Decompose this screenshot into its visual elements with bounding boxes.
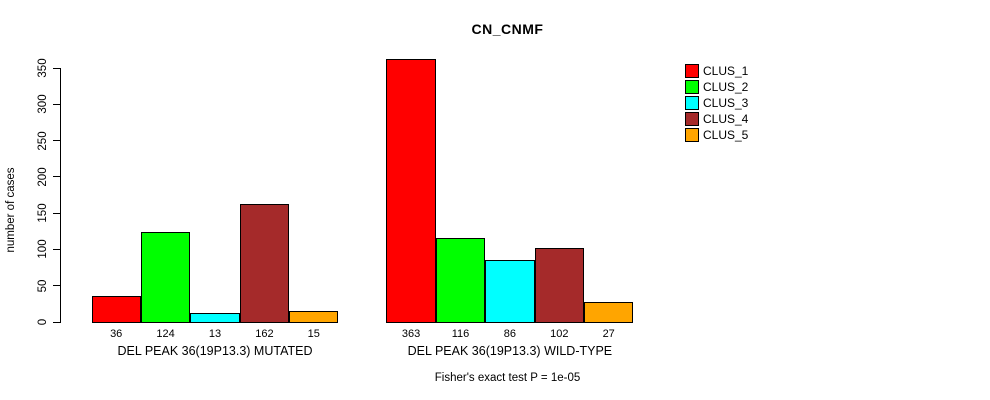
bar-value-label: 27 [602,328,615,340]
y-axis-tick [53,103,60,105]
y-axis-tick [53,140,60,142]
bar-clus_4-wildtype [534,248,584,323]
y-axis-tick-label: 200 [37,167,49,187]
y-axis-tick [53,67,60,69]
bar-value-label: 86 [503,328,517,340]
legend-label: CLUS_3 [703,96,749,110]
bar-value-label: 102 [550,328,569,340]
y-axis-tick [53,212,60,214]
legend-item: CLUS_5 [685,127,748,143]
bar-clus_3-mutated [190,313,240,323]
bar-clus_1-mutated [91,296,141,323]
legend-swatch-clus_4 [685,112,699,126]
bar-value-label: 36 [110,328,123,340]
y-axis-tick-label: 150 [37,203,49,223]
legend-item: CLUS_4 [685,111,748,127]
bar-clus_1-wildtype [386,59,436,323]
legend-swatch-clus_1 [685,64,699,78]
y-axis-tick-label: 350 [37,58,49,78]
y-axis-tick [53,285,60,287]
bar-value-label: 162 [255,328,274,340]
legend: CLUS_1 CLUS_2 CLUS_3 CLUS_4 CLUS_5 [685,63,748,143]
y-axis-tick [53,321,60,323]
bar-clus_3-wildtype [485,260,535,323]
bar-clus_2-mutated [140,232,191,323]
legend-item: CLUS_2 [685,79,748,95]
bar-value-label: 363 [401,328,421,340]
legend-swatch-clus_5 [685,128,699,142]
legend-label: CLUS_4 [703,112,749,126]
y-axis-tick-label: 0 [37,318,49,326]
fisher-test-annotation: Fisher's exact test P = 1e-05 [434,372,581,384]
legend-item: CLUS_1 [685,63,748,79]
bar-value-label: 13 [208,328,222,340]
bar-clus_5-mutated [289,311,339,323]
y-axis-tick-label: 100 [37,239,49,260]
y-axis-tick-label: 250 [37,130,49,151]
y-axis-tick-label: 300 [37,94,49,114]
legend-swatch-clus_3 [685,96,699,110]
y-axis-tick [53,176,60,178]
chart-title: CN_CNMF [471,21,544,37]
legend-label: CLUS_2 [703,80,749,94]
bar-clus_4-mutated [239,204,290,323]
x-axis-group-label: DEL PEAK 36(19P13.3) MUTATED [117,344,313,358]
bar-clus_2-wildtype [435,238,486,323]
legend-item: CLUS_3 [685,95,748,111]
bar-clus_5-wildtype [584,302,634,323]
y-axis-tick-label: 50 [37,279,49,293]
bar-value-label: 116 [451,328,470,340]
bar-value-label: 15 [307,328,320,340]
legend-label: CLUS_1 [703,64,749,78]
y-axis-line [60,68,61,323]
legend-swatch-clus_2 [685,80,699,94]
bar-value-label: 124 [156,328,175,340]
x-axis-group-label: DEL PEAK 36(19P13.3) WILD-TYPE [407,344,613,358]
y-axis-tick [53,248,60,250]
legend-label: CLUS_5 [703,128,749,142]
